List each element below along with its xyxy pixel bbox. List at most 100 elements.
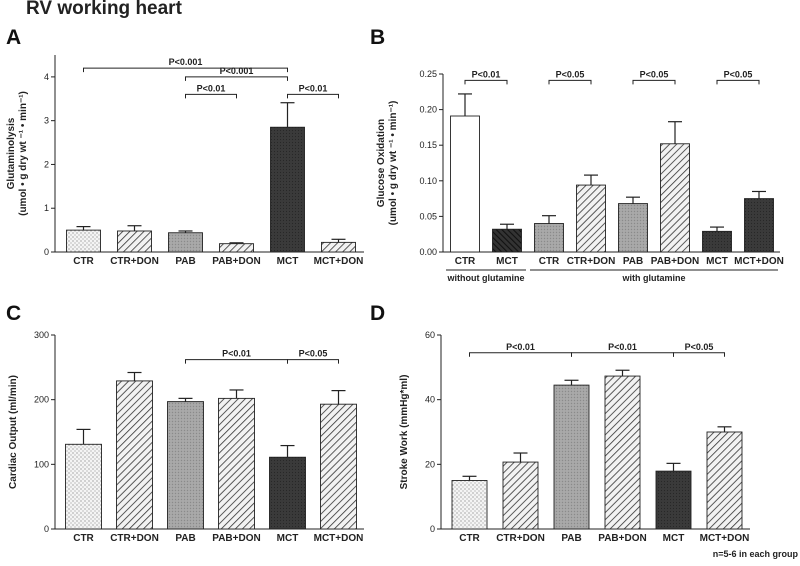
y-tick-label: 4 <box>44 72 49 82</box>
category-label: MCT+DON <box>314 256 364 267</box>
significance-bracket <box>287 93 339 99</box>
bar-mct <box>492 228 522 253</box>
significance-bracket <box>185 359 288 364</box>
bar-pab <box>167 401 204 530</box>
y-tick-label: 300 <box>34 330 49 340</box>
bar-pab-don <box>604 375 641 530</box>
category-label: CTR <box>73 256 94 267</box>
y-tick-label: 20 <box>425 459 435 469</box>
category-label: CTR+DON <box>110 256 159 267</box>
category-label: CTR+DON <box>567 256 616 267</box>
group-label: with glutamine <box>622 273 686 283</box>
significance-bracket <box>571 352 674 357</box>
bar-pab-don <box>219 243 254 253</box>
panel-b-glucose-oxidation: B 0.00 0.05 0.10 0.15 0.20 0.25 Glucose Oxidati… <box>370 26 784 283</box>
significance-bracket <box>464 79 508 85</box>
y-axis-title: Stroke Work (mmHg*ml) <box>399 375 410 490</box>
category-label: PAB <box>561 533 581 544</box>
significance-label: P<0.05 <box>724 69 753 79</box>
y-axis-title: Cardiac Output (ml/min) <box>8 375 19 489</box>
figure-title: RV working heart <box>26 0 182 19</box>
y-axis-units: (umol • g dry wt ⁻¹ • min⁻¹) <box>18 91 29 216</box>
category-label: PAB <box>175 256 195 267</box>
bar-pab <box>553 384 590 530</box>
bar-mct-don <box>321 241 356 253</box>
category-label: PAB+DON <box>212 533 260 544</box>
category-label: MCT <box>663 533 685 544</box>
category-label: CTR <box>73 533 94 544</box>
panel-letter: A <box>6 26 21 49</box>
category-label: MCT <box>496 256 518 267</box>
category-label: PAB <box>175 533 195 544</box>
significance-label: P<0.01 <box>222 349 251 359</box>
y-tick-label: 0 <box>44 247 49 257</box>
significance-bracket <box>185 93 237 99</box>
bar-pab-don <box>218 397 255 530</box>
y-tick-label: 0.25 <box>419 69 437 79</box>
category-label: MCT+DON <box>734 256 784 267</box>
significance-label: P<0.01 <box>299 83 328 93</box>
significance-label: P<0.001 <box>220 66 254 76</box>
category-label: MCT <box>706 256 728 267</box>
bar-pab <box>618 203 648 253</box>
y-tick-label: 0.10 <box>419 176 437 186</box>
y-axis-title: Glutaminolysis <box>6 117 17 189</box>
category-label: MCT+DON <box>314 533 364 544</box>
bar-ctr-don <box>502 461 539 530</box>
significance-bracket <box>287 359 339 364</box>
panel-a-glutaminolysis: A 0 1 2 3 4 Glutaminolysis (umol • g dry wt ⁻¹ … <box>6 26 364 267</box>
bar-mct <box>270 126 305 253</box>
panel-c-cardiac-output: C 0 100 200 300 Cardiac Output (ml/min) CTR CTR… <box>6 302 364 544</box>
footnote-n-per-group: n=5-6 in each group <box>713 549 799 559</box>
category-label: CTR+DON <box>110 533 159 544</box>
y-tick-label: 200 <box>34 395 49 405</box>
category-label: PAB <box>623 256 643 267</box>
panel-d-stroke-work: D 0 20 40 60 Stroke Work (mmHg*ml) CTR CTR+DON P… <box>370 302 750 544</box>
bar-ctr <box>65 443 102 530</box>
y-tick-label: 0 <box>44 524 49 534</box>
panel-letter: D <box>370 302 385 325</box>
category-label: CTR <box>539 256 560 267</box>
significance-label: P<0.01 <box>608 342 637 352</box>
category-label: MCT <box>277 256 299 267</box>
bar-ctr <box>66 229 101 253</box>
significance-label: P<0.05 <box>556 69 585 79</box>
significance-bracket <box>185 76 288 81</box>
y-tick-label: 0.00 <box>419 247 437 257</box>
bar-ctr-don <box>576 184 606 253</box>
y-tick-label: 0 <box>430 524 435 534</box>
y-tick-label: 60 <box>425 330 435 340</box>
significance-bracket <box>673 352 725 357</box>
category-label: MCT <box>277 533 299 544</box>
significance-label: P<0.05 <box>299 349 328 359</box>
bar-mct <box>702 230 732 253</box>
significance-bracket <box>83 67 288 73</box>
group-label: without glutamine <box>447 273 525 283</box>
category-label: CTR <box>455 256 476 267</box>
significance-bracket <box>632 79 676 85</box>
y-tick-label: 40 <box>425 395 435 405</box>
bar-mct-don <box>320 403 357 530</box>
significance-bracket <box>469 352 572 357</box>
bar-ctr <box>534 223 564 253</box>
category-label: MCT+DON <box>700 533 750 544</box>
category-label: PAB+DON <box>651 256 699 267</box>
significance-label: P<0.01 <box>472 69 501 79</box>
y-tick-label: 100 <box>34 459 49 469</box>
bar-pab-don <box>660 143 690 253</box>
bar-ctr-don <box>116 380 153 530</box>
y-tick-label: 0.15 <box>419 140 437 150</box>
significance-label: P<0.05 <box>685 342 714 352</box>
category-label: PAB+DON <box>212 256 260 267</box>
y-tick-label: 3 <box>44 116 49 126</box>
significance-label: P<0.001 <box>169 57 203 67</box>
bar-mct-don <box>744 198 774 253</box>
bar-ctr-don <box>117 230 152 253</box>
panel-letter: C <box>6 302 21 325</box>
category-label: PAB+DON <box>598 533 646 544</box>
bar-pab <box>168 232 203 253</box>
significance-label: P<0.01 <box>197 83 226 93</box>
y-axis-units: (umol • g dry wt ⁻¹ • min⁻¹) <box>388 101 399 226</box>
y-tick-label: 1 <box>44 203 49 213</box>
